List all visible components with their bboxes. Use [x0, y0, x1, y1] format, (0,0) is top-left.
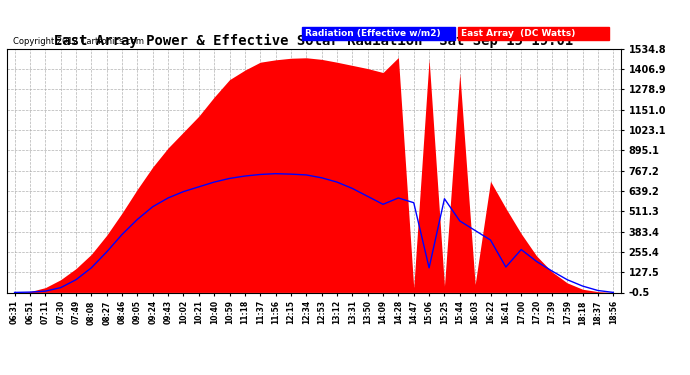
Title: East Array Power & Effective Solar Radiation  Sat Sep 15 19:01: East Array Power & Effective Solar Radia… [55, 33, 573, 48]
FancyBboxPatch shape [302, 27, 455, 40]
FancyBboxPatch shape [458, 27, 609, 40]
Text: East Array  (DC Watts): East Array (DC Watts) [462, 29, 575, 38]
Text: Radiation (Effective w/m2): Radiation (Effective w/m2) [305, 29, 440, 38]
Text: Copyright 2012 Cartronics.com: Copyright 2012 Cartronics.com [13, 38, 144, 46]
